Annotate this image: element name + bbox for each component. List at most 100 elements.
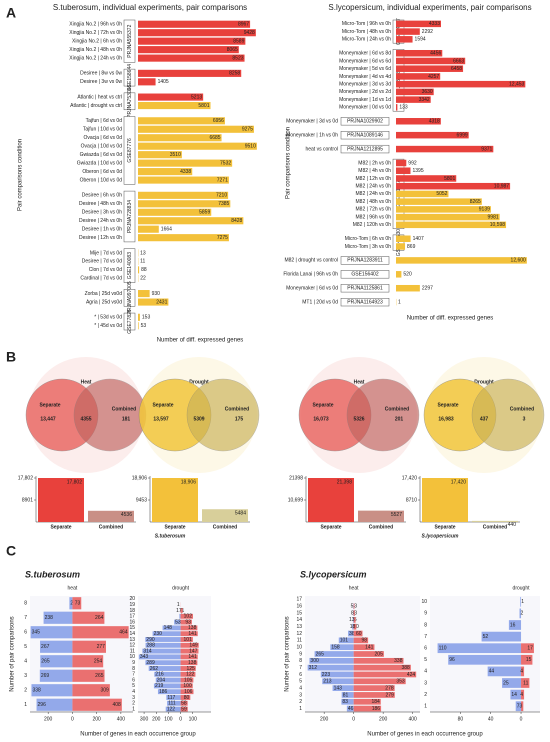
value-label: 93 <box>185 619 191 625</box>
bar-right <box>180 631 198 637</box>
bar-left <box>341 692 354 698</box>
value-label: 14 <box>511 692 517 698</box>
group-box <box>340 144 390 154</box>
value-label: 16 <box>510 622 516 628</box>
value-label: 11 <box>140 259 145 265</box>
value-label: 5801 <box>198 103 209 109</box>
value-label: 278 <box>385 685 394 691</box>
value-label: 262 <box>150 666 159 672</box>
venn-value: 201 <box>395 416 404 422</box>
bar <box>396 159 407 167</box>
value-label: 4 <box>520 692 523 698</box>
bar <box>138 134 222 142</box>
y-tick-label: 9 <box>132 660 135 666</box>
value-label: 1407 <box>413 236 424 242</box>
value-label: 148 <box>164 625 173 631</box>
bar-right <box>353 630 363 637</box>
group-label: PRJEB65861 <box>396 65 402 95</box>
bar <box>138 93 204 101</box>
bar-right <box>72 655 104 668</box>
y-tick-label: 17,802 <box>18 475 34 481</box>
bar-right <box>521 666 525 677</box>
bar-left <box>332 685 354 691</box>
bar <box>396 80 526 88</box>
bar-right <box>180 695 191 700</box>
bar-right <box>180 654 198 660</box>
venn-value: 175 <box>235 416 244 422</box>
bar <box>396 221 507 229</box>
group-label: PRJNA1212895 <box>347 146 383 152</box>
bar-left <box>515 701 522 712</box>
bar-left <box>341 698 354 705</box>
value-label: 83 <box>342 699 348 705</box>
bar <box>396 65 464 72</box>
category-label: Moneymaker | 0d vs 0d <box>339 105 391 111</box>
group-box <box>340 270 390 279</box>
value-label: 81 <box>343 692 349 698</box>
y-tick-label: 12 <box>296 631 302 637</box>
bar-left <box>307 664 354 671</box>
venn-value: 13,447 <box>40 416 56 422</box>
category-label: Oberon | 6d vs 0d <box>82 169 122 175</box>
value-label: 9139 <box>479 207 490 213</box>
value-label: 309 <box>101 688 110 694</box>
bar <box>88 510 134 522</box>
y-tick-label: 19 <box>129 602 135 608</box>
value-label: 343 <box>140 654 149 660</box>
bar-right <box>353 651 384 657</box>
category-label: * | 53d vs 0d <box>94 315 122 321</box>
bar-left <box>338 637 354 644</box>
value-label: 223 <box>322 672 331 678</box>
category-label: Desiree | 1h vs 0h <box>82 227 122 233</box>
category-label: Moneymaker | 4d vs 4d <box>339 74 391 80</box>
value-label: 53 <box>175 619 181 625</box>
bar-right <box>180 706 188 712</box>
bar-right <box>180 666 196 671</box>
venn-value: 13,597 <box>153 416 169 422</box>
bar-left <box>43 611 73 624</box>
y-tick-label: 14 <box>129 631 135 637</box>
x-tick-label: Separate <box>164 524 185 530</box>
bar-left <box>508 620 522 630</box>
bar-right <box>353 698 381 705</box>
y-tick-label: 16 <box>129 619 135 625</box>
bar-right <box>353 603 355 610</box>
y-tick-label: 13 <box>296 624 302 630</box>
value-label: 8 <box>351 610 354 616</box>
value-label: 122 <box>186 672 195 678</box>
bar <box>138 225 159 233</box>
y-tick-label: 7 <box>424 634 427 640</box>
bar <box>138 101 211 110</box>
value-label: 8428 <box>231 218 242 224</box>
group-box <box>123 312 136 331</box>
value-label: 3 <box>520 704 523 710</box>
value-label: 21,398 <box>337 479 353 485</box>
category-label: Oberon | 10d vs 0d <box>80 177 123 183</box>
value-label: 6956 <box>213 118 224 124</box>
bar <box>396 118 441 125</box>
category-label: Micro-Tom | 6h vs 0h <box>345 236 392 242</box>
bar-left <box>154 671 181 677</box>
bar <box>396 213 500 221</box>
value-label: 25 <box>503 680 509 686</box>
bar <box>138 217 244 225</box>
y-tick-label: 2 <box>24 688 27 694</box>
y-axis-label: Number of pair comparisons <box>285 616 291 691</box>
y-tick-label: 8 <box>132 666 135 672</box>
bar <box>396 88 434 96</box>
value-label: 1 <box>181 608 184 614</box>
group-label: PRJNA555372 <box>127 24 133 57</box>
value-label: 1 <box>398 299 401 305</box>
y-tick-label: 16 <box>296 604 302 610</box>
venn-set <box>471 378 545 452</box>
category-label: M82 | 120h vs 0h <box>353 222 391 228</box>
y-tick-label: 10 <box>129 654 135 660</box>
bar <box>138 266 140 274</box>
value-label: 184 <box>371 699 380 705</box>
bar-right <box>180 637 193 642</box>
x-tick-label: 400 <box>408 716 417 722</box>
bar-left <box>348 630 354 637</box>
value-label: 141 <box>188 654 197 660</box>
bar-left <box>40 655 73 668</box>
